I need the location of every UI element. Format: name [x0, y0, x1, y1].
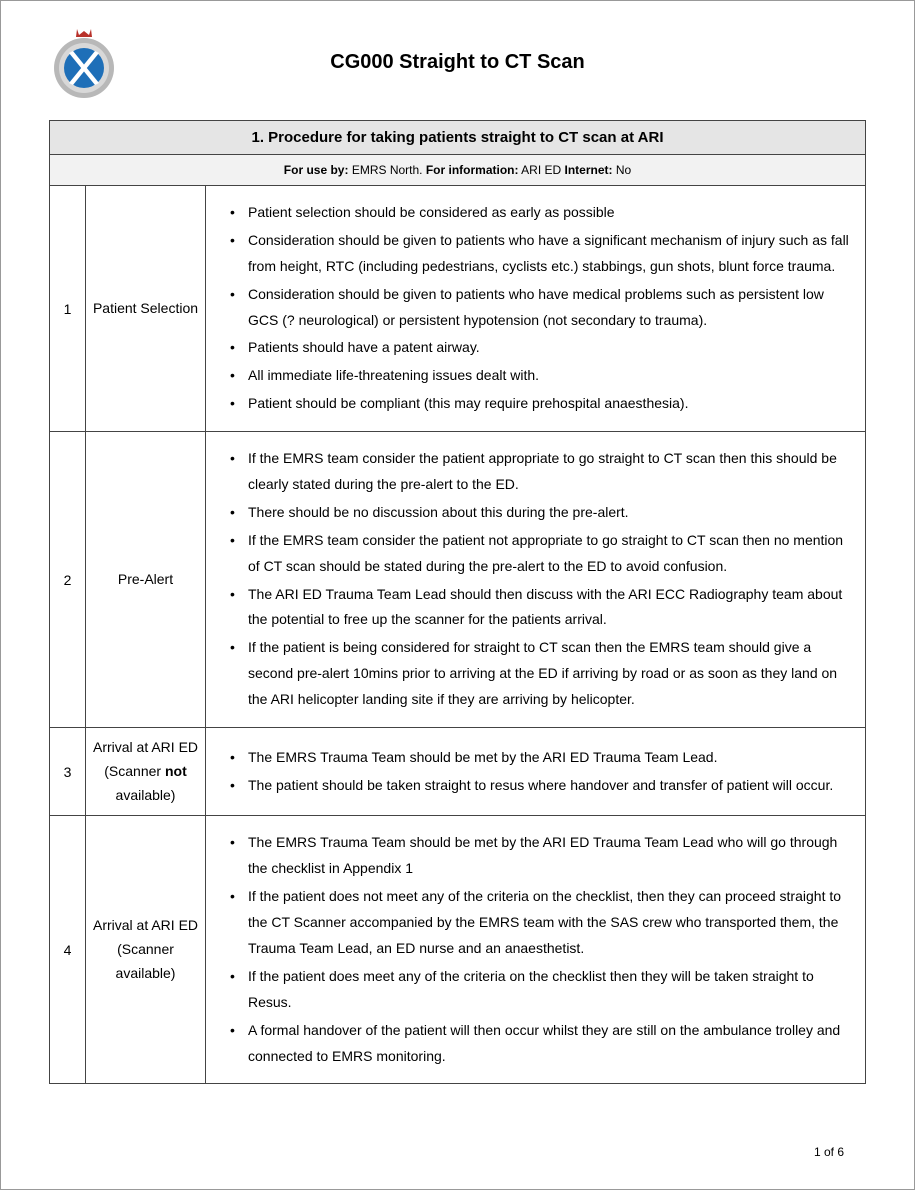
row-label-bold: not — [165, 763, 187, 779]
bullet-item: If the patient is being considered for s… — [230, 635, 851, 713]
for-info-label: For information: — [426, 163, 519, 177]
row-number: 2 — [50, 432, 86, 728]
bullet-item: A formal handover of the patient will th… — [230, 1018, 851, 1070]
row-label-line: available) — [116, 787, 176, 803]
bullet-item: The patient should be taken straight to … — [230, 773, 851, 799]
bullet-item: If the EMRS team consider the patient no… — [230, 528, 851, 580]
document-page: CG000 Straight to CT Scan 1. Procedure f… — [1, 1, 914, 1132]
internet-value: No — [613, 163, 632, 177]
row-label-line: (Scanner available) — [116, 941, 176, 981]
row-label-line: Arrival at ARI ED — [93, 739, 198, 755]
internet-label: Internet: — [565, 163, 613, 177]
row-content: The EMRS Trauma Team should be met by th… — [206, 728, 866, 816]
page-footer: 1 of 6 — [814, 1145, 844, 1159]
for-use-by-label: For use by: — [284, 163, 349, 177]
table-row: 3 Arrival at ARI ED (Scanner not availab… — [50, 728, 866, 816]
row-number: 3 — [50, 728, 86, 816]
info-row: For use by: EMRS North. For information:… — [50, 155, 866, 186]
bullet-item: There should be no discussion about this… — [230, 500, 851, 526]
row-content: If the EMRS team consider the patient ap… — [206, 432, 866, 728]
bullet-item: If the EMRS team consider the patient ap… — [230, 446, 851, 498]
procedure-table: 1. Procedure for taking patients straigh… — [49, 120, 866, 1084]
bullet-item: If the patient does meet any of the crit… — [230, 964, 851, 1016]
bullet-item: Consideration should be given to patient… — [230, 282, 851, 334]
row-label: Patient Selection — [86, 186, 206, 432]
organisation-logo — [49, 25, 119, 100]
row-label: Pre-Alert — [86, 432, 206, 728]
page-header: CG000 Straight to CT Scan — [49, 25, 866, 100]
bullet-item: Patient should be compliant (this may re… — [230, 391, 851, 417]
bullet-item: If the patient does not meet any of the … — [230, 884, 851, 962]
row-label: Arrival at ARI ED (Scanner available) — [86, 816, 206, 1084]
row-content: The EMRS Trauma Team should be met by th… — [206, 816, 866, 1084]
table-row: 4 Arrival at ARI ED (Scanner available) … — [50, 816, 866, 1084]
bullet-item: The ARI ED Trauma Team Lead should then … — [230, 582, 851, 634]
document-title: CG000 Straight to CT Scan — [139, 51, 776, 74]
section-header: 1. Procedure for taking patients straigh… — [50, 121, 866, 155]
for-info-value: ARI ED — [519, 163, 565, 177]
bullet-item: The EMRS Trauma Team should be met by th… — [230, 830, 851, 882]
table-row: 1 Patient Selection Patient selection sh… — [50, 186, 866, 432]
bullet-item: All immediate life-threatening issues de… — [230, 363, 851, 389]
row-number: 4 — [50, 816, 86, 1084]
table-row: 2 Pre-Alert If the EMRS team consider th… — [50, 432, 866, 728]
row-label-line: Arrival at ARI ED — [93, 917, 198, 933]
bullet-item: Patients should have a patent airway. — [230, 335, 851, 361]
for-use-by-value: EMRS North. — [348, 163, 425, 177]
bullet-item: The EMRS Trauma Team should be met by th… — [230, 745, 851, 771]
row-label: Arrival at ARI ED (Scanner not available… — [86, 728, 206, 816]
row-content: Patient selection should be considered a… — [206, 186, 866, 432]
bullet-item: Patient selection should be considered a… — [230, 200, 851, 226]
row-number: 1 — [50, 186, 86, 432]
bullet-item: Consideration should be given to patient… — [230, 228, 851, 280]
row-label-line: (Scanner — [104, 763, 165, 779]
